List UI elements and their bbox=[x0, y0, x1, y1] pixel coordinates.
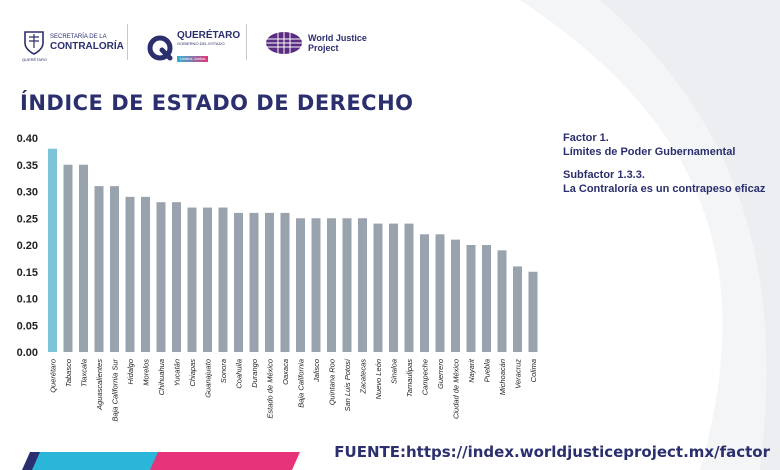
x-tick-label: Campeche bbox=[421, 359, 430, 395]
bar bbox=[125, 196, 135, 352]
bar bbox=[265, 212, 274, 352]
state-seal-icon bbox=[24, 31, 44, 55]
x-tick-label: Nuevo León bbox=[374, 359, 383, 399]
bar bbox=[48, 148, 57, 352]
x-tick-label: Morelos bbox=[142, 359, 151, 386]
bar bbox=[79, 164, 88, 352]
x-tick-label: San Luis Potosí bbox=[343, 358, 352, 411]
x-tick-label: Tabasco bbox=[64, 359, 73, 387]
bar bbox=[451, 239, 460, 352]
contraloria-logo: SECRETARÍA DE LA CONTRALORÍA bbox=[22, 28, 124, 56]
x-tick-label: Guanajuato bbox=[204, 359, 213, 398]
header-separator-1 bbox=[127, 24, 128, 60]
x-tick-label: Durango bbox=[250, 359, 259, 388]
y-tick-label: 0.05 bbox=[17, 320, 38, 332]
y-tick-label: 0.30 bbox=[17, 187, 38, 199]
queretaro-q-icon bbox=[147, 35, 173, 60]
x-tick-label: Colima bbox=[529, 359, 538, 382]
queretaro-sub: GOBIERNO DEL ESTADO bbox=[177, 41, 225, 46]
bar bbox=[497, 250, 507, 352]
factor-info: Factor 1. Límites de Poder Gubernamental… bbox=[563, 131, 778, 205]
bar bbox=[141, 196, 150, 352]
x-tick-label: Sonora bbox=[219, 359, 228, 383]
x-tick-label: Quintana Roo bbox=[328, 359, 337, 405]
bar bbox=[373, 223, 383, 352]
bar bbox=[327, 218, 336, 352]
factor-label: Factor 1. bbox=[563, 132, 609, 144]
x-tick-label: Chihuahua bbox=[157, 359, 166, 395]
y-tick-label: 0.00 bbox=[17, 347, 38, 359]
x-tick-label: Hidalgo bbox=[126, 359, 135, 384]
x-tick-label: Puebla bbox=[483, 359, 492, 382]
bar bbox=[172, 202, 181, 352]
bar bbox=[528, 271, 538, 352]
bar bbox=[404, 223, 414, 352]
bar-chart: 0.00 0.05 0.10 0.15 0.20 0.25 0.30 0.35 0.40 Quer… bbox=[17, 133, 538, 422]
x-tick-label: Coahuila bbox=[235, 359, 244, 389]
header-separator-2 bbox=[246, 24, 247, 60]
bar bbox=[63, 164, 73, 352]
bar bbox=[358, 218, 367, 352]
bar bbox=[466, 245, 476, 352]
contraloria-line3: QUERÉTARO bbox=[22, 57, 48, 62]
bar bbox=[234, 212, 243, 352]
queretaro-tag: Unidos Juntos bbox=[177, 56, 209, 62]
x-tick-label: Ciudad de México bbox=[452, 359, 461, 419]
bar bbox=[280, 212, 290, 352]
factor-name: Límites de Poder Gubernamental bbox=[563, 146, 736, 158]
x-tick-label: Baja California bbox=[297, 359, 306, 408]
x-tick-label: Tamaulipas bbox=[405, 359, 414, 397]
x-tick-label: Zacatecas bbox=[359, 359, 368, 395]
bar bbox=[187, 207, 197, 352]
source-link[interactable]: FUENTE:https://index.worldjusticeproject… bbox=[334, 443, 770, 461]
y-tick-label: 0.20 bbox=[17, 240, 38, 252]
x-tick-label: Michoacán bbox=[498, 359, 507, 395]
bar bbox=[482, 245, 491, 352]
bar bbox=[513, 266, 522, 352]
contraloria-line2: CONTRALORÍA bbox=[50, 41, 124, 52]
x-tick-label: Querétaro bbox=[49, 359, 58, 393]
wjp-line2: Project bbox=[308, 43, 339, 53]
bar bbox=[389, 223, 398, 352]
x-tick-label: Baja California Sur bbox=[111, 358, 120, 421]
x-tick-label: Sinaloa bbox=[390, 359, 399, 384]
y-tick-label: 0.10 bbox=[17, 294, 38, 306]
y-tick-label: 0.35 bbox=[17, 160, 38, 172]
bar bbox=[435, 234, 445, 352]
bar bbox=[342, 218, 352, 352]
x-tick-label: Aguascalientes bbox=[95, 359, 104, 411]
x-tick-label: Guerrero bbox=[436, 359, 445, 389]
page-title: ÍNDICE DE ESTADO DE DERECHO bbox=[20, 91, 414, 115]
bar bbox=[156, 202, 166, 352]
bar bbox=[110, 186, 119, 352]
bar bbox=[296, 218, 305, 352]
y-tick-label: 0.25 bbox=[17, 213, 38, 225]
wjp-logo: World Justice Project bbox=[265, 31, 367, 55]
y-tick-label: 0.15 bbox=[17, 267, 38, 279]
globe-icon bbox=[266, 32, 302, 54]
y-tick-label: 0.40 bbox=[17, 133, 38, 145]
contraloria-line1: SECRETARÍA DE LA bbox=[50, 34, 107, 40]
wjp-line1: World Justice bbox=[308, 33, 367, 43]
queretaro-name: QUERÉTARO bbox=[177, 30, 241, 41]
x-tick-label: Yucatán bbox=[173, 359, 182, 386]
subfactor-label: Subfactor 1.3.3. bbox=[563, 169, 645, 181]
x-tick-label: Veracruz bbox=[514, 359, 523, 389]
header: SECRETARÍA DE LA CONTRALORÍA QUERÉTARO Q… bbox=[0, 0, 780, 70]
queretaro-logo: QUERÉTARO GOBIERNO DEL ESTADO Unidos Jun… bbox=[147, 30, 240, 65]
bar bbox=[311, 218, 321, 352]
bar bbox=[203, 207, 212, 352]
x-tick-label: Estado de México bbox=[266, 359, 275, 419]
bar bbox=[94, 186, 104, 352]
x-tick-label: Tlaxcala bbox=[80, 359, 89, 387]
x-tick-label: Nayarit bbox=[467, 358, 476, 383]
bottom-color-bar bbox=[22, 452, 300, 470]
bar bbox=[420, 234, 429, 352]
x-tick-label: Jalisco bbox=[312, 359, 321, 383]
bar bbox=[249, 212, 259, 352]
bar bbox=[218, 207, 228, 352]
subfactor-name: La Contraloría es un contrapeso eficaz bbox=[563, 183, 766, 195]
x-tick-label: Oaxaca bbox=[281, 359, 290, 385]
x-tick-label: Chiapas bbox=[188, 359, 197, 387]
